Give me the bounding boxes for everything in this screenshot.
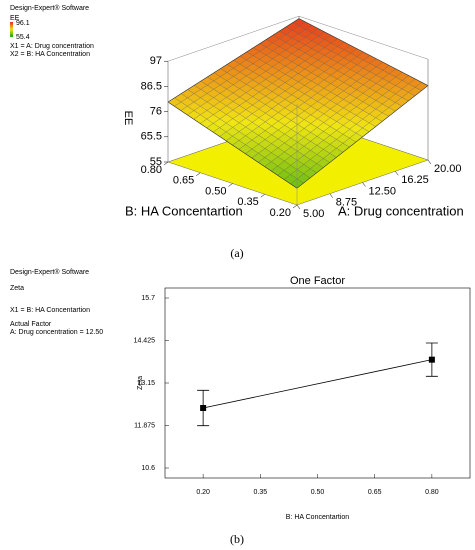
x-tick-label: 8.75: [336, 197, 357, 209]
y-tick-label: 15.7: [141, 295, 155, 302]
y-tick: [228, 183, 233, 187]
z-tick-label: 65.5: [141, 131, 162, 143]
legend-bar: [10, 32, 13, 35]
z-tick-label: 76: [150, 106, 162, 118]
x-tick-label: 0.50: [311, 489, 325, 496]
y-tick: [292, 204, 298, 209]
y-tick-label: 0.50: [205, 185, 226, 197]
x-tick: [395, 171, 399, 176]
legend-bar: [10, 34, 13, 36]
x-tick-label: 5.00: [303, 208, 324, 220]
legend-bar: [10, 22, 13, 24]
y-tick: [196, 172, 201, 176]
legend-bar: [10, 29, 13, 32]
z-axis-label: EE: [122, 111, 134, 126]
z-tick-label: 86.5: [141, 80, 162, 92]
z-tick-label: 55: [150, 156, 162, 168]
legend-bar: [10, 23, 13, 26]
factor-info: X1 = B: HA Concentartion: [10, 307, 90, 314]
plot-frame: [164, 287, 471, 479]
software-label: Design-Expert® Software: [10, 4, 89, 12]
chart-title: One Factor: [290, 275, 345, 287]
legend-bar: [10, 25, 13, 27]
x-tick-label: 16.25: [401, 174, 429, 186]
point: [428, 356, 435, 363]
legend-title: EE: [10, 15, 20, 22]
y-tick-label: 0.35: [237, 196, 258, 208]
factor-info: X1 = A: Drug concentration: [10, 43, 94, 50]
factor-info: X2 = B: HA Concentration: [10, 51, 90, 58]
caption: (a): [230, 246, 243, 260]
line: [203, 359, 432, 409]
y-tick-label: 10.6: [141, 465, 155, 472]
y-tick-label: 0.20: [270, 207, 291, 219]
x-tick: [329, 193, 333, 198]
legend-bar: [10, 35, 13, 38]
x-tick: [296, 204, 301, 210]
response-label: Zeta: [10, 285, 24, 292]
y-tick-label: 14.425: [134, 337, 156, 344]
x-tick-label: 0.35: [254, 489, 268, 496]
legend-bar: [10, 28, 13, 30]
y-tick-label: 11.875: [134, 422, 155, 429]
x-tick-label: 12.50: [369, 185, 397, 197]
y-axis-label: B: HA Concentartion: [125, 203, 243, 218]
legend-bar: [10, 31, 13, 33]
y-tick: [163, 161, 169, 166]
caption: (b): [230, 532, 244, 546]
z-tick-label: 97: [150, 55, 162, 67]
x-axis-label: B: HA Concentartion: [286, 514, 350, 521]
legend-max: 96.1: [16, 20, 30, 27]
legend-bar: [10, 26, 13, 29]
y-axis-label: Zeta: [137, 376, 144, 390]
x-tick-label: 20.00: [434, 163, 462, 175]
x-tick: [427, 159, 432, 165]
factor-info: Actual Factor: [10, 321, 52, 328]
point: [200, 405, 207, 411]
x-tick: [362, 182, 366, 187]
legend-min: 55.4: [16, 34, 30, 41]
surface-outline: [167, 18, 429, 189]
x-axis-label: A: Drug concentration: [338, 203, 464, 218]
y-tick-label: 0.65: [173, 175, 194, 187]
x-tick-label: 0.80: [425, 489, 439, 496]
software-label: Design-Expert® Software: [10, 268, 89, 276]
y-tick: [260, 194, 265, 198]
x-tick-label: 0.20: [196, 489, 210, 496]
factor-info: A: Drug concentration = 12.50: [10, 329, 103, 336]
x-tick-label: 0.65: [368, 489, 382, 496]
y-tick-label: 0.80: [141, 164, 162, 176]
y-tick-label: 13.15: [137, 380, 155, 387]
